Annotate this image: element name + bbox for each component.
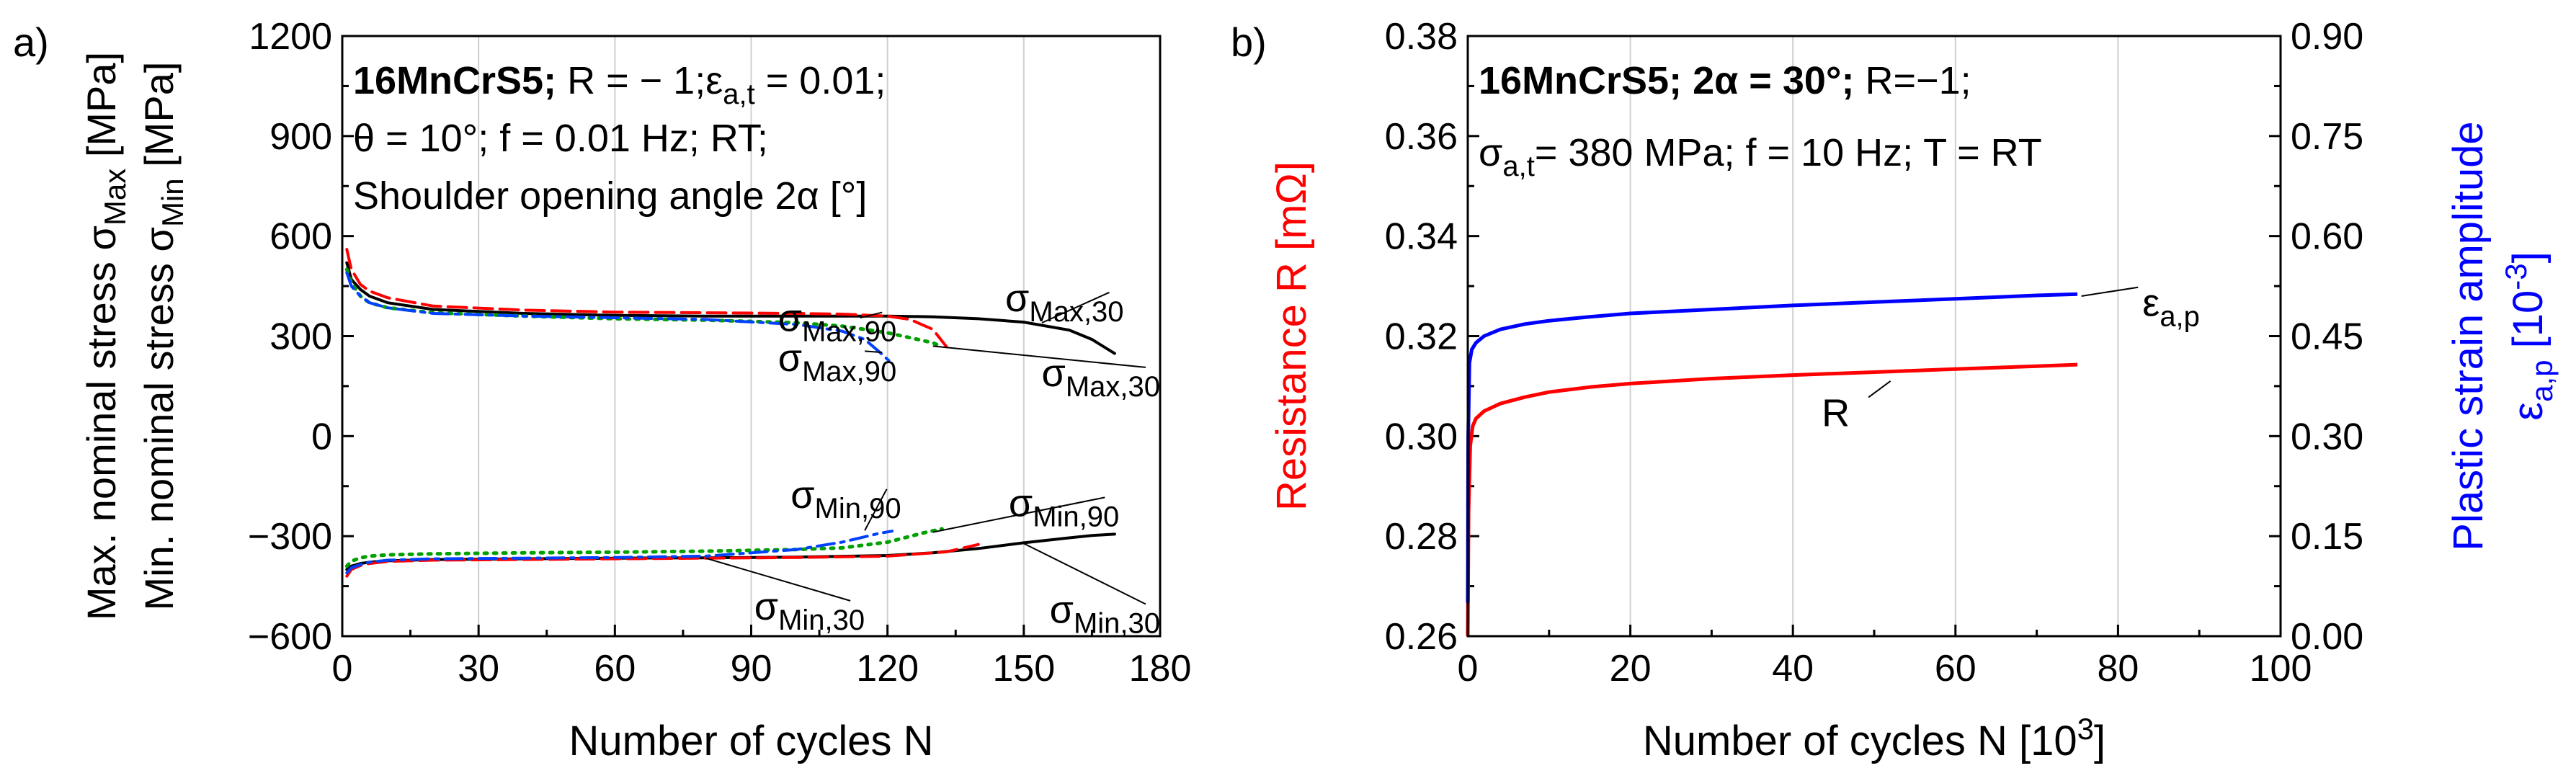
- panel-a-xtick-label-2: 60: [594, 648, 636, 689]
- panel-b-label: b): [1231, 19, 1267, 65]
- panel-a-series-0: [345, 261, 1116, 355]
- panel-b-series-1: [1466, 292, 2078, 603]
- panel-b-annotation-leader-1: [1868, 380, 1891, 398]
- panel-b-ytick-left-label-3: 0.32: [1385, 316, 1458, 358]
- panel-a-ytick-label-5: 900: [269, 116, 332, 158]
- panel-b-annotation-1: R: [1822, 391, 1850, 434]
- panel-b-title-line-2: σa,t= 380 MPa; f = 10 Hz; T = RT: [1479, 131, 2042, 182]
- panel-b-ytick-right-label-4: 0.60: [2291, 216, 2363, 258]
- panel-b-ytick-right-label-2: 0.30: [2291, 416, 2363, 458]
- panel-b-plot-frame: [1466, 35, 2282, 638]
- panel-a-series-7: [345, 530, 893, 575]
- panel-b-ytick-right-label-0: 0.00: [2291, 616, 2363, 658]
- panel-a-series-6: [345, 271, 893, 365]
- panel-a-xtick-label-5: 150: [992, 648, 1055, 689]
- panel-a-ytick-label-1: −300: [248, 516, 332, 558]
- panel-a-annotation-0: σMax,90: [778, 297, 897, 348]
- panel-a-ytick-label-2: 0: [311, 416, 332, 458]
- panel-a-annotation-3: σMax,30: [1042, 352, 1161, 403]
- panel-b-ytick-right-label-3: 0.45: [2291, 316, 2363, 358]
- panel-b-ytick-right-label-1: 0.15: [2291, 516, 2363, 558]
- panel-a-ylabel-line-1: Max. nominal stress σMax [MPa]: [79, 52, 132, 620]
- panel-a-annotation-leader-5: [932, 496, 1105, 533]
- panel-b-annotation-leader-0: [2081, 286, 2139, 297]
- panel-a-annotation-1: σMax,30: [1005, 277, 1124, 328]
- panel-a-annotation-5: σMin,90: [1009, 481, 1119, 532]
- panel-a-annotation-4: σMin,90: [790, 473, 901, 525]
- panel-a-annotation-leader-7: [1023, 543, 1146, 605]
- panel-b-xtick-label-3: 60: [1935, 648, 1976, 689]
- panel-a-annotation-6: σMin,30: [754, 585, 865, 636]
- panel-b-ytick-right-label-6: 0.90: [2291, 16, 2363, 58]
- panel-a-annotation-leader-3: [932, 345, 1146, 368]
- panel-a-annotation-leader-2: [865, 350, 883, 354]
- panel-b-ytick-left-label-6: 0.38: [1385, 16, 1458, 58]
- panel-b-ytick-left-label-5: 0.36: [1385, 116, 1458, 158]
- panel-a-title-line-1: 16MnCrS5; R = − 1;εa,t = 0.01;: [353, 59, 886, 110]
- panel-b-xtick-label-0: 0: [1458, 648, 1479, 689]
- panel-b-ytick-left-label-0: 0.26: [1385, 616, 1458, 658]
- panel-a-series-5: [344, 527, 944, 568]
- panel-a-xtick-label-6: 180: [1129, 648, 1192, 689]
- panel-a-ytick-label-3: 300: [269, 316, 332, 358]
- panel-a-annotation-leader-1: [1041, 291, 1110, 323]
- panel-a-annotation-7: σMin,30: [1050, 588, 1160, 639]
- panel-a-ytick-label-6: 1200: [249, 16, 332, 58]
- panel-b-xlabel: Number of cycles N [103]: [1643, 712, 2105, 764]
- panel-a-annotation-2: σMax,90: [778, 336, 897, 388]
- panel-a-xtick-label-4: 120: [856, 648, 919, 689]
- panel-a-annotation-leader-0: [860, 311, 883, 319]
- panel-b-ytick-left-label-4: 0.34: [1385, 216, 1458, 258]
- panel-a-ytick-label-0: −600: [248, 616, 332, 658]
- panel-a-xlabel: Number of cycles N: [569, 718, 933, 764]
- panel-b-ylabel-left: Resistance R [mΩ]: [1268, 161, 1315, 511]
- panel-b-annotation-0: εa,p: [2142, 282, 2200, 333]
- panel-b-title-line-1: 16MnCrS5; 2α = 30°; R=−1;: [1479, 59, 1971, 102]
- panel-a-xtick-label-1: 30: [458, 648, 499, 689]
- panel-b-xtick-label-2: 40: [1772, 648, 1814, 689]
- panel-b-ytick-right-label-5: 0.75: [2291, 116, 2363, 158]
- panel-a-xtick-label-0: 0: [332, 648, 353, 689]
- panel-a-title-line-2: θ = 10°; f = 0.01 Hz; RT;: [353, 117, 768, 160]
- panel-b-ytick-left-label-1: 0.28: [1385, 516, 1458, 558]
- panel-a-plot-frame: [341, 35, 1162, 638]
- panel-a-label: a): [13, 19, 49, 65]
- panel-a-series-2: [345, 248, 948, 349]
- panel-a-ylabel-line-2: Min. nominal stress σMin [MPa]: [136, 61, 190, 610]
- panel-a-xtick-label-3: 90: [731, 648, 772, 689]
- panel-b-xtick-label-5: 100: [2250, 648, 2312, 689]
- panel-a-ytick-label-4: 600: [269, 216, 332, 258]
- panel-b-ylabel-right-line-1: Plastic strain amplitude: [2445, 121, 2492, 550]
- panel-a-annotation-leader-4: [864, 488, 888, 531]
- panel-b-xtick-label-4: 80: [2097, 648, 2139, 689]
- panel-a-annotation-leader-6: [705, 557, 851, 602]
- panel-b-xtick-label-1: 20: [1610, 648, 1652, 689]
- panel-b-ytick-left-label-2: 0.30: [1385, 416, 1458, 458]
- panel-a-title-line-3: Shoulder opening angle 2α [°]: [353, 174, 867, 218]
- panel-b-series-0: [1466, 362, 2078, 637]
- panel-b-ylabel-right-line-2: εa,p [10-3]: [2499, 251, 2559, 420]
